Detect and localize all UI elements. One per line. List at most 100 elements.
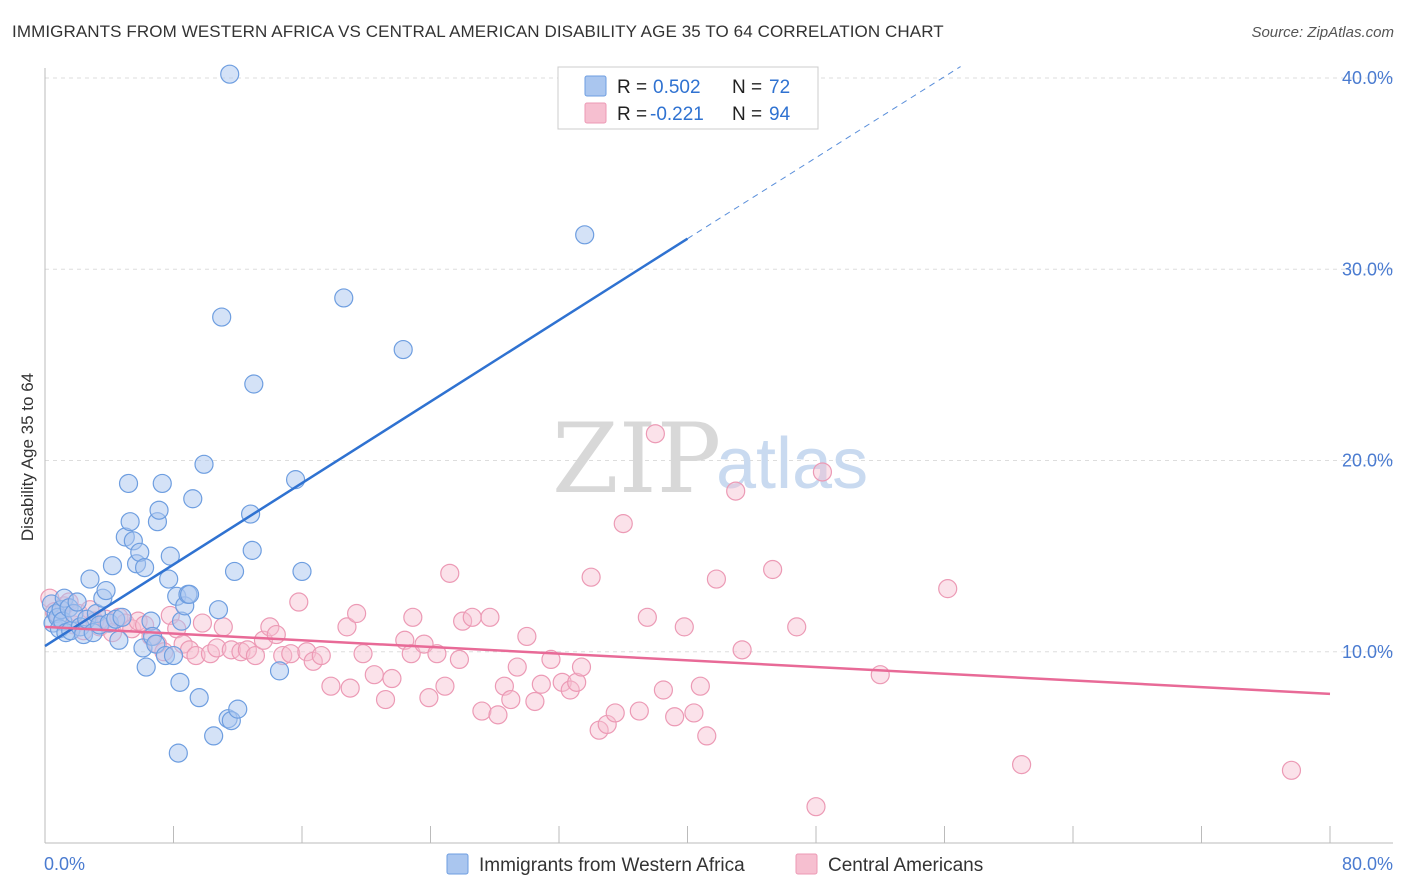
trend-lines bbox=[44, 66, 1331, 696]
western-africa-point bbox=[269, 661, 290, 681]
central-americans-point bbox=[763, 559, 783, 580]
x-tick-label: 0.0% bbox=[44, 854, 85, 874]
legend-r-value: 0.502 bbox=[653, 77, 701, 98]
western-africa-point bbox=[170, 672, 190, 692]
central-americans-point bbox=[812, 462, 833, 482]
central-americans-point bbox=[337, 617, 357, 637]
western-africa-point bbox=[194, 454, 214, 474]
central-americans-point bbox=[311, 645, 331, 666]
y-tick-labels: 10.0% 20.0% 30.0% 40.0% bbox=[1342, 68, 1393, 662]
central-americans-point bbox=[488, 705, 508, 725]
central-americans-point bbox=[281, 644, 301, 664]
central-americans-point bbox=[605, 703, 625, 723]
central-americans-point bbox=[571, 657, 592, 677]
legend-n-label: N = bbox=[732, 77, 762, 98]
central-americans-point bbox=[401, 644, 421, 664]
central-americans-point bbox=[340, 678, 360, 698]
central-americans-point bbox=[690, 676, 710, 696]
legend-n-label: N = bbox=[732, 104, 762, 125]
western-africa-point bbox=[118, 473, 139, 494]
watermark-atlas: atlas bbox=[716, 424, 868, 504]
legend-r-label: R = bbox=[617, 77, 647, 98]
central-americans-point bbox=[435, 676, 455, 696]
western-africa-point bbox=[136, 657, 156, 677]
western-africa-point bbox=[212, 307, 232, 327]
western-africa-point bbox=[102, 556, 123, 576]
chart-source: Source: ZipAtlas.com bbox=[1251, 24, 1394, 41]
central-americans-point bbox=[517, 626, 537, 647]
stats-legend: R = 0.502 N = 72 R = -0.221 N = 94 bbox=[557, 66, 819, 130]
central-americans-point bbox=[419, 688, 439, 708]
central-americans-point bbox=[552, 672, 572, 692]
central-americans-point bbox=[938, 579, 958, 599]
y-axis-label: Disability Age 35 to 64 bbox=[18, 373, 37, 541]
central-americans-point bbox=[732, 640, 752, 660]
central-americans-point bbox=[207, 638, 227, 658]
central-americans-point bbox=[260, 617, 280, 637]
central-americans-point bbox=[221, 640, 241, 660]
central-americans-point bbox=[501, 689, 521, 710]
central-americans-point bbox=[427, 644, 447, 664]
y-tick-label: 30.0% bbox=[1342, 259, 1393, 279]
western-africa-point bbox=[149, 500, 169, 520]
central-americans-point bbox=[665, 707, 685, 727]
central-americans-point bbox=[347, 603, 367, 624]
western-africa-point bbox=[120, 512, 140, 532]
legend-swatch-blue bbox=[584, 75, 607, 97]
legend-n-value: 94 bbox=[769, 104, 791, 125]
central-americans-point bbox=[597, 714, 617, 735]
y-tick-label: 40.0% bbox=[1342, 68, 1393, 88]
x-tick-label: 80.0% bbox=[1342, 854, 1393, 874]
central-americans-point bbox=[560, 680, 580, 700]
western-africa-point bbox=[179, 584, 200, 604]
central-americans-point bbox=[353, 644, 373, 664]
central-americans-point bbox=[726, 481, 746, 501]
western-africa-point bbox=[134, 557, 155, 578]
western-africa-point bbox=[292, 561, 312, 582]
central-americans-point bbox=[674, 617, 694, 637]
western-africa-point bbox=[80, 569, 100, 589]
central-americans-point bbox=[653, 680, 674, 700]
western-africa-point bbox=[96, 580, 116, 601]
central-americans-point bbox=[541, 649, 561, 670]
western-africa-point bbox=[189, 688, 209, 708]
y-tick-label: 10.0% bbox=[1342, 642, 1393, 662]
central-americans-point bbox=[321, 676, 341, 696]
western-africa-point bbox=[334, 288, 354, 308]
western-africa-point bbox=[168, 743, 188, 763]
central-americans-point bbox=[414, 634, 434, 654]
central-americans-point bbox=[613, 514, 633, 534]
legend-swatch-pink bbox=[584, 102, 607, 124]
central-americans-point bbox=[462, 607, 482, 627]
western-africa-point bbox=[242, 540, 262, 560]
y-tick-label: 20.0% bbox=[1342, 451, 1393, 471]
western-africa-point bbox=[204, 726, 224, 746]
chart-title: IMMIGRANTS FROM WESTERN AFRICA VS CENTRA… bbox=[12, 22, 944, 41]
western-africa-point bbox=[575, 225, 595, 245]
watermark-zip: ZIP bbox=[552, 403, 721, 515]
central-americans-point bbox=[453, 611, 473, 631]
central-americans-point bbox=[507, 657, 527, 677]
central-americans-point bbox=[806, 797, 826, 817]
western-africa-point bbox=[109, 630, 129, 650]
central-americans-point bbox=[192, 613, 213, 633]
series-swatch-pink bbox=[795, 853, 818, 875]
central-americans-point bbox=[531, 674, 551, 694]
legend-r-label: R = bbox=[617, 104, 647, 125]
central-americans-point bbox=[186, 645, 206, 666]
western-africa-point bbox=[159, 569, 179, 589]
central-americans-point bbox=[525, 691, 545, 712]
central-americans-point bbox=[1281, 760, 1302, 780]
western-africa-point bbox=[220, 64, 240, 84]
series-label: Central Americans bbox=[828, 855, 983, 876]
western-africa-point bbox=[208, 600, 229, 620]
central-americans-point bbox=[472, 701, 492, 721]
central-americans-point bbox=[440, 563, 460, 583]
central-americans-trend-line bbox=[44, 625, 1331, 696]
central-americans-point bbox=[364, 665, 384, 685]
series-legend: Immigrants from Western Africa Central A… bbox=[446, 853, 983, 876]
series-swatch-blue bbox=[446, 853, 469, 875]
central-americans-point bbox=[706, 569, 727, 589]
western-africa-trend-line bbox=[44, 237, 689, 648]
central-americans-point bbox=[289, 592, 309, 612]
